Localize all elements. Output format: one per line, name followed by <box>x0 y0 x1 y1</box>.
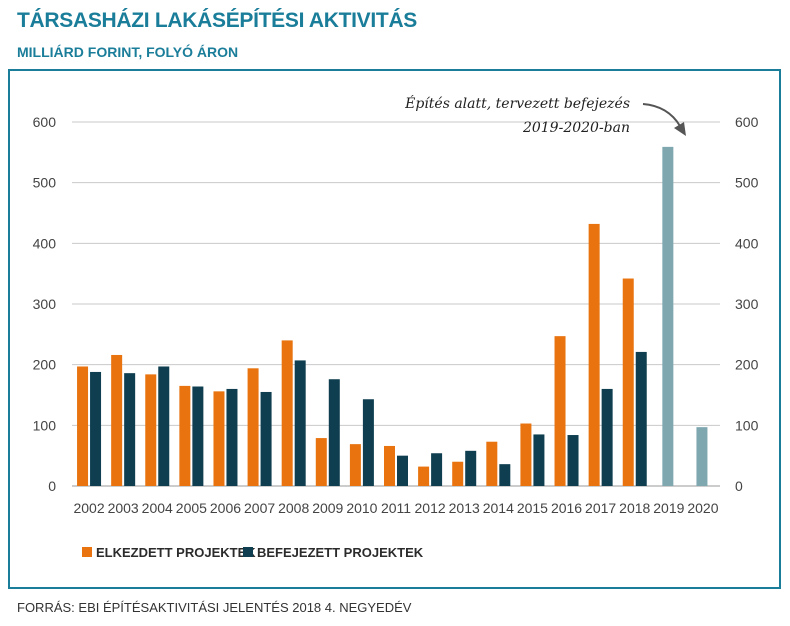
bar-started <box>622 278 634 486</box>
x-tick-label: 2012 <box>415 500 446 516</box>
y-tick-label-right: 300 <box>735 296 759 312</box>
x-tick-label: 2015 <box>517 500 548 516</box>
bar-completed <box>294 360 306 486</box>
y-tick-label-right: 500 <box>735 175 759 191</box>
chart-subtitle: MILLIÁRD FORINT, FOLYÓ ÁRON <box>17 44 239 60</box>
bar-completed <box>601 388 613 486</box>
y-tick-label-left: 0 <box>48 478 56 494</box>
y-tick-label-left: 600 <box>33 114 57 130</box>
bar-completed <box>158 366 170 486</box>
bar-started <box>281 340 293 486</box>
legend-label: ELKEZDETT PROJEKTEK <box>96 545 256 560</box>
bar-started <box>486 441 498 486</box>
y-tick-label-left: 100 <box>33 417 57 433</box>
x-tick-label: 2003 <box>108 500 139 516</box>
bar-completed <box>533 434 545 486</box>
bar-completed <box>431 453 443 486</box>
legend-swatch <box>243 547 253 557</box>
chart-title: TÁRSASHÁZI LAKÁSÉPÍTÉSI AKTIVITÁS <box>17 9 418 32</box>
bar-completed <box>192 386 204 486</box>
x-tick-label: 2013 <box>449 500 480 516</box>
bar-started <box>111 354 123 486</box>
annotation-line-2: 2019-2020-ban <box>522 120 630 136</box>
bar-started <box>554 336 566 486</box>
bar-completed <box>90 371 102 486</box>
bar-started <box>418 466 430 486</box>
y-tick-label-right: 0 <box>735 478 743 494</box>
y-tick-label-right: 400 <box>735 235 759 251</box>
bar-started <box>179 385 191 486</box>
bar-started <box>247 368 259 486</box>
x-tick-label: 2011 <box>381 500 411 516</box>
x-tick-label: 2019 <box>653 500 684 516</box>
x-tick-label: 2007 <box>244 500 275 516</box>
legend-label: BEFEJEZETT PROJEKTEK <box>257 545 424 560</box>
annotation-line-1: Építés alatt, tervezett befejezés <box>404 94 630 112</box>
annotation-arrowhead <box>674 122 686 136</box>
bar-completed <box>465 450 477 486</box>
y-tick-label-right: 100 <box>735 417 759 433</box>
x-tick-label: 2017 <box>585 500 616 516</box>
bar-completed <box>499 464 511 486</box>
x-tick-label: 2016 <box>551 500 582 516</box>
x-tick-label: 2006 <box>210 500 241 516</box>
x-tick-label: 2020 <box>687 500 718 516</box>
bar-completed <box>260 391 272 486</box>
bar-started <box>145 374 157 486</box>
legend-swatch <box>82 547 92 557</box>
x-tick-label: 2010 <box>346 500 377 516</box>
x-tick-label: 2008 <box>278 500 309 516</box>
bar-completed <box>226 388 238 486</box>
x-tick-label: 2018 <box>619 500 650 516</box>
bar-started <box>452 461 464 486</box>
y-tick-label-left: 400 <box>33 235 57 251</box>
bar-started <box>588 223 600 487</box>
bar-started <box>349 444 361 486</box>
bar-completed <box>328 379 340 486</box>
bar-under-construction <box>696 427 708 486</box>
x-tick-label: 2009 <box>312 500 343 516</box>
y-tick-label-left: 500 <box>33 175 57 191</box>
x-tick-label: 2014 <box>483 500 514 516</box>
source-note: FORRÁS: EBI ÉPÍTÉSAKTIVITÁSI JELENTÉS 20… <box>17 600 412 615</box>
bar-started <box>315 438 327 486</box>
bar-completed <box>362 399 374 486</box>
bar-completed <box>124 373 136 486</box>
x-tick-label: 2004 <box>142 500 173 516</box>
bar-started <box>520 423 532 486</box>
bar-completed <box>635 351 647 486</box>
x-tick-label: 2005 <box>176 500 207 516</box>
annotation-arrow <box>642 103 681 127</box>
bar-completed <box>397 455 408 486</box>
bar-started <box>213 391 225 486</box>
bar-started <box>384 445 395 486</box>
bar-under-construction <box>662 146 674 486</box>
y-tick-label-right: 200 <box>735 357 759 373</box>
x-tick-label: 2002 <box>73 500 104 516</box>
y-tick-label-left: 300 <box>33 296 57 312</box>
bar-started <box>77 366 89 486</box>
bar-completed <box>567 435 579 486</box>
y-tick-label-left: 200 <box>33 357 57 373</box>
chart-frame <box>8 69 781 589</box>
y-tick-label-right: 600 <box>735 114 759 130</box>
